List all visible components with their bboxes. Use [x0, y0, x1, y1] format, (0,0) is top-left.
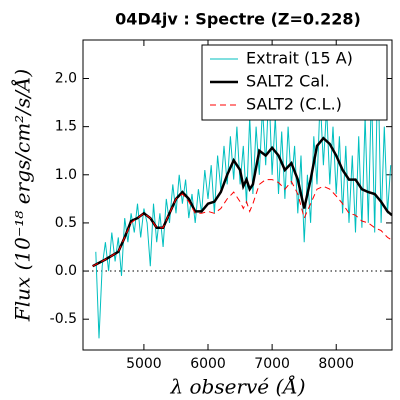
- y-tick-label: 0.5: [55, 215, 77, 231]
- legend-label: Extrait (15 A): [246, 49, 353, 68]
- y-tick-label: 1.0: [55, 167, 77, 183]
- x-tick-label: 5000: [126, 356, 162, 372]
- chart-title: 04D4jv : Spectre (Z=0.228): [115, 10, 361, 29]
- axes-frame: [82, 39, 393, 351]
- x-tick-label: 6000: [190, 356, 226, 372]
- y-tick-label: 2.0: [55, 71, 77, 87]
- x-tick-label: 8000: [318, 356, 354, 372]
- y-tick-label: 0.0: [55, 263, 77, 279]
- legend-label: SALT2 Cal.: [246, 72, 330, 91]
- x-tick-label: 7000: [254, 356, 290, 372]
- x-axis-label: λ observé (Å): [169, 374, 305, 399]
- y-tick-label: 1.5: [55, 119, 77, 135]
- y-axis-label: Flux (10⁻¹⁸ ergs/cm²/s/Å): [10, 69, 35, 322]
- y-tick-label: -0.5: [50, 311, 77, 327]
- series-line: [92, 179, 392, 267]
- legend-label: SALT2 (C.L.): [246, 95, 342, 114]
